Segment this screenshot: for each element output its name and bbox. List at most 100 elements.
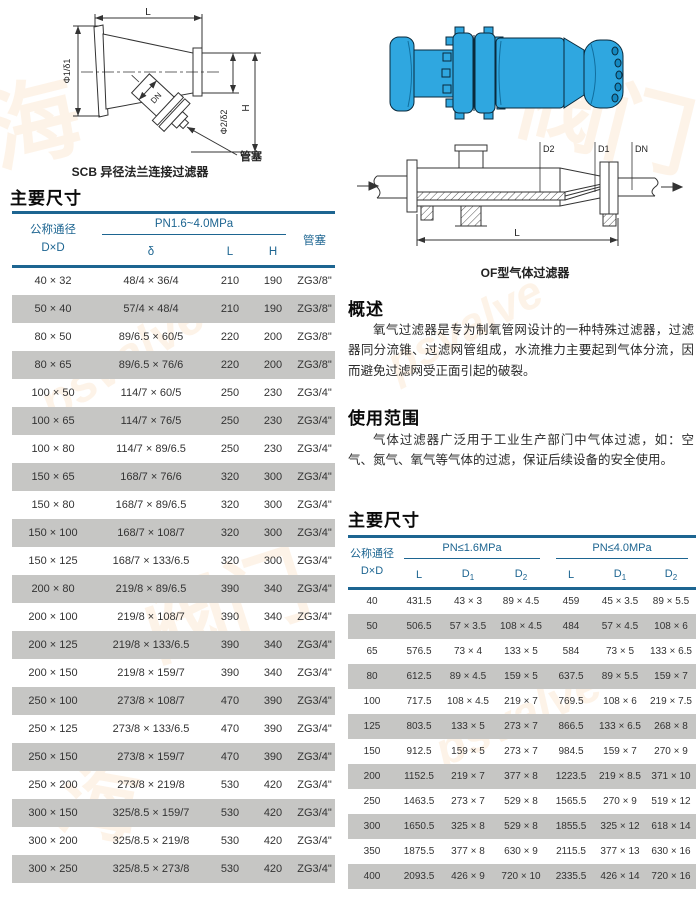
table-cell: 530 [220,834,240,847]
table-cell: 506.5 [406,620,432,632]
table-cell: 273/8 × 133/6.5 [112,722,190,735]
table-cell: 470 [220,694,240,707]
table-cell: 100 × 50 [31,386,75,399]
table-cell: 325 × 12 [600,820,640,832]
table-cell: 320 [220,526,240,539]
table-cell: 2093.5 [403,870,435,882]
table-cell: 1223.5 [555,770,587,782]
table-cell: 108 × 6 [603,695,637,707]
table-cell: 470 [220,750,240,763]
table-row: 300 × 250 325/8.5 × 273/8 530 420 ZG3/4" [12,854,335,883]
table-cell: 470 [220,722,240,735]
table-cell: ZG3/4" [297,498,332,511]
table-cell: 73 × 5 [605,645,635,657]
table-cell: 320 [220,554,240,567]
dim-label-plug: 管塞 [240,149,263,162]
table-cell: 530 [220,806,240,819]
table-cell: 89/6.5 × 76/6 [118,358,184,371]
table-cell: 390 [220,666,240,679]
table-row: 300 × 200 325/8.5 × 219/8 530 420 ZG3/4" [12,827,335,855]
table-cell: 1875.5 [403,845,435,857]
table-cell: 390 [263,722,283,735]
table-cell: 426 × 14 [600,870,640,882]
table-cell: 133 × 5 [451,720,485,732]
table-row: 400 2093.5 426 × 9 720 × 10 2335.5 426 × 14 72… [348,863,696,889]
table-cell: 273/8 × 219/8 [117,778,185,791]
table-cell: 1463.5 [403,795,435,807]
table-cell: 300 [263,526,283,539]
col-header-d1a: D1 [461,567,475,582]
table-cell: 159 × 5 [504,670,538,682]
table-row: 80 612.5 89 × 4.5 159 × 5 637.5 89 × 5.5 159 ×… [348,663,696,689]
col-header-d2a: D2 [514,567,528,582]
table-cell: 168/7 × 108/7 [117,526,185,539]
table-cell: 720 × 16 [651,870,691,882]
table-cell: 426 × 9 [451,870,485,882]
table-cell: 220 [220,330,240,343]
table-cell: 300 [263,498,283,511]
table-cell: 250 × 200 [28,778,78,791]
table-cell: 250 [220,442,240,455]
table-cell: ZG3/8" [297,358,332,371]
table-cell: ZG3/4" [297,834,332,847]
table-cell: 637.5 [558,670,584,682]
table-row: 100 × 80 114/7 × 89/6.5 250 230 ZG3/4" [12,435,335,463]
table-row: 150 × 80 168/7 × 89/6.5 320 300 ZG3/4" [12,491,335,519]
table-cell: 159 × 7 [603,745,637,757]
table-cell: ZG3/4" [297,582,332,595]
table-row: 150 912.5 159 × 5 273 × 7 984.5 159 × 7 270 × … [348,739,696,764]
table-cell: 340 [263,638,283,651]
table-row: 80 × 50 89/6.5 × 60/5 220 200 ZG3/8" [12,323,335,351]
table-row: 250 × 150 273/8 × 159/7 470 390 ZG3/4" [12,742,335,771]
table-cell: ZG3/4" [297,750,332,763]
table-cell: 300 [263,470,283,483]
table-cell: ZG3/4" [297,694,332,707]
table-cell: 219 × 7 [451,770,485,782]
table-row: 100 × 65 114/7 × 76/5 250 230 ZG3/4" [12,406,335,435]
table-cell: 250 × 150 [28,750,78,763]
table-cell: 250 [220,386,240,399]
table-cell: 340 [263,666,283,679]
table-cell: 2115.5 [556,845,586,857]
table-cell: 377 × 8 [504,770,538,782]
col-header-l1: L [415,568,423,581]
table-cell: 100 [363,695,381,707]
table-cell: 325 × 8 [451,820,485,832]
table-cell: 420 [263,806,283,819]
table-cell: 219/8 × 108/7 [117,610,185,623]
table-row: 65 576.5 73 × 4 133 × 5 584 73 × 5 133 × 6.5 [348,639,696,664]
table-cell: 230 [263,442,283,455]
of-dimension-table: 公称通径 D×D PN≤1.6MPa PN≤4.0MPa L D1 D2 L D… [348,535,696,889]
table-cell: 230 [263,414,283,427]
table-cell: 108 × 6 [654,620,688,632]
table-row: 50 506.5 57 × 3.5 108 × 4.5 484 57 × 4.5 108 ×… [348,613,696,639]
table-cell: 1855.5 [555,820,587,832]
table-cell: 159 × 7 [654,670,688,682]
table-cell: ZG3/4" [297,526,332,539]
table-cell: 320 [220,470,240,483]
dim-label-h: H [241,104,252,111]
col-group-pn: PN1.6~4.0MPa [94,213,294,240]
table-cell: 114/7 × 89/6.5 [116,442,186,455]
table-cell: 114/7 × 76/5 [120,414,182,427]
dim-label-dn: DN [635,144,648,154]
table-cell: 912.5 [406,745,432,757]
table-cell: 108 × 4.5 [447,695,489,707]
table-cell: 150 [363,745,381,757]
col-header-h: H [268,246,278,259]
table-row: 200 × 150 219/8 × 159/7 390 340 ZG3/4" [12,659,335,687]
col-header-l2: L [567,568,575,581]
table-cell: 89 × 5.5 [652,596,690,608]
of-drawing: D2 D1 DN L [357,142,684,246]
table-cell: ZG3/4" [297,778,332,791]
table-cell: 630 × 16 [651,845,691,857]
table-cell: 576.5 [406,645,432,657]
table-row: 250 × 125 273/8 × 133/6.5 470 390 ZG3/4" [12,715,335,743]
table-cell: ZG3/4" [297,442,332,455]
table-cell: 200 [363,770,381,782]
col-header-d1b: D1 [613,567,627,582]
table-row: 250 × 200 273/8 × 219/8 530 420 ZG3/4" [12,771,335,799]
table-cell: 40 [366,596,378,608]
table-row: 250 × 100 273/8 × 108/7 470 390 ZG3/4" [12,686,335,715]
table-cell: 45 × 3.5 [601,596,639,608]
